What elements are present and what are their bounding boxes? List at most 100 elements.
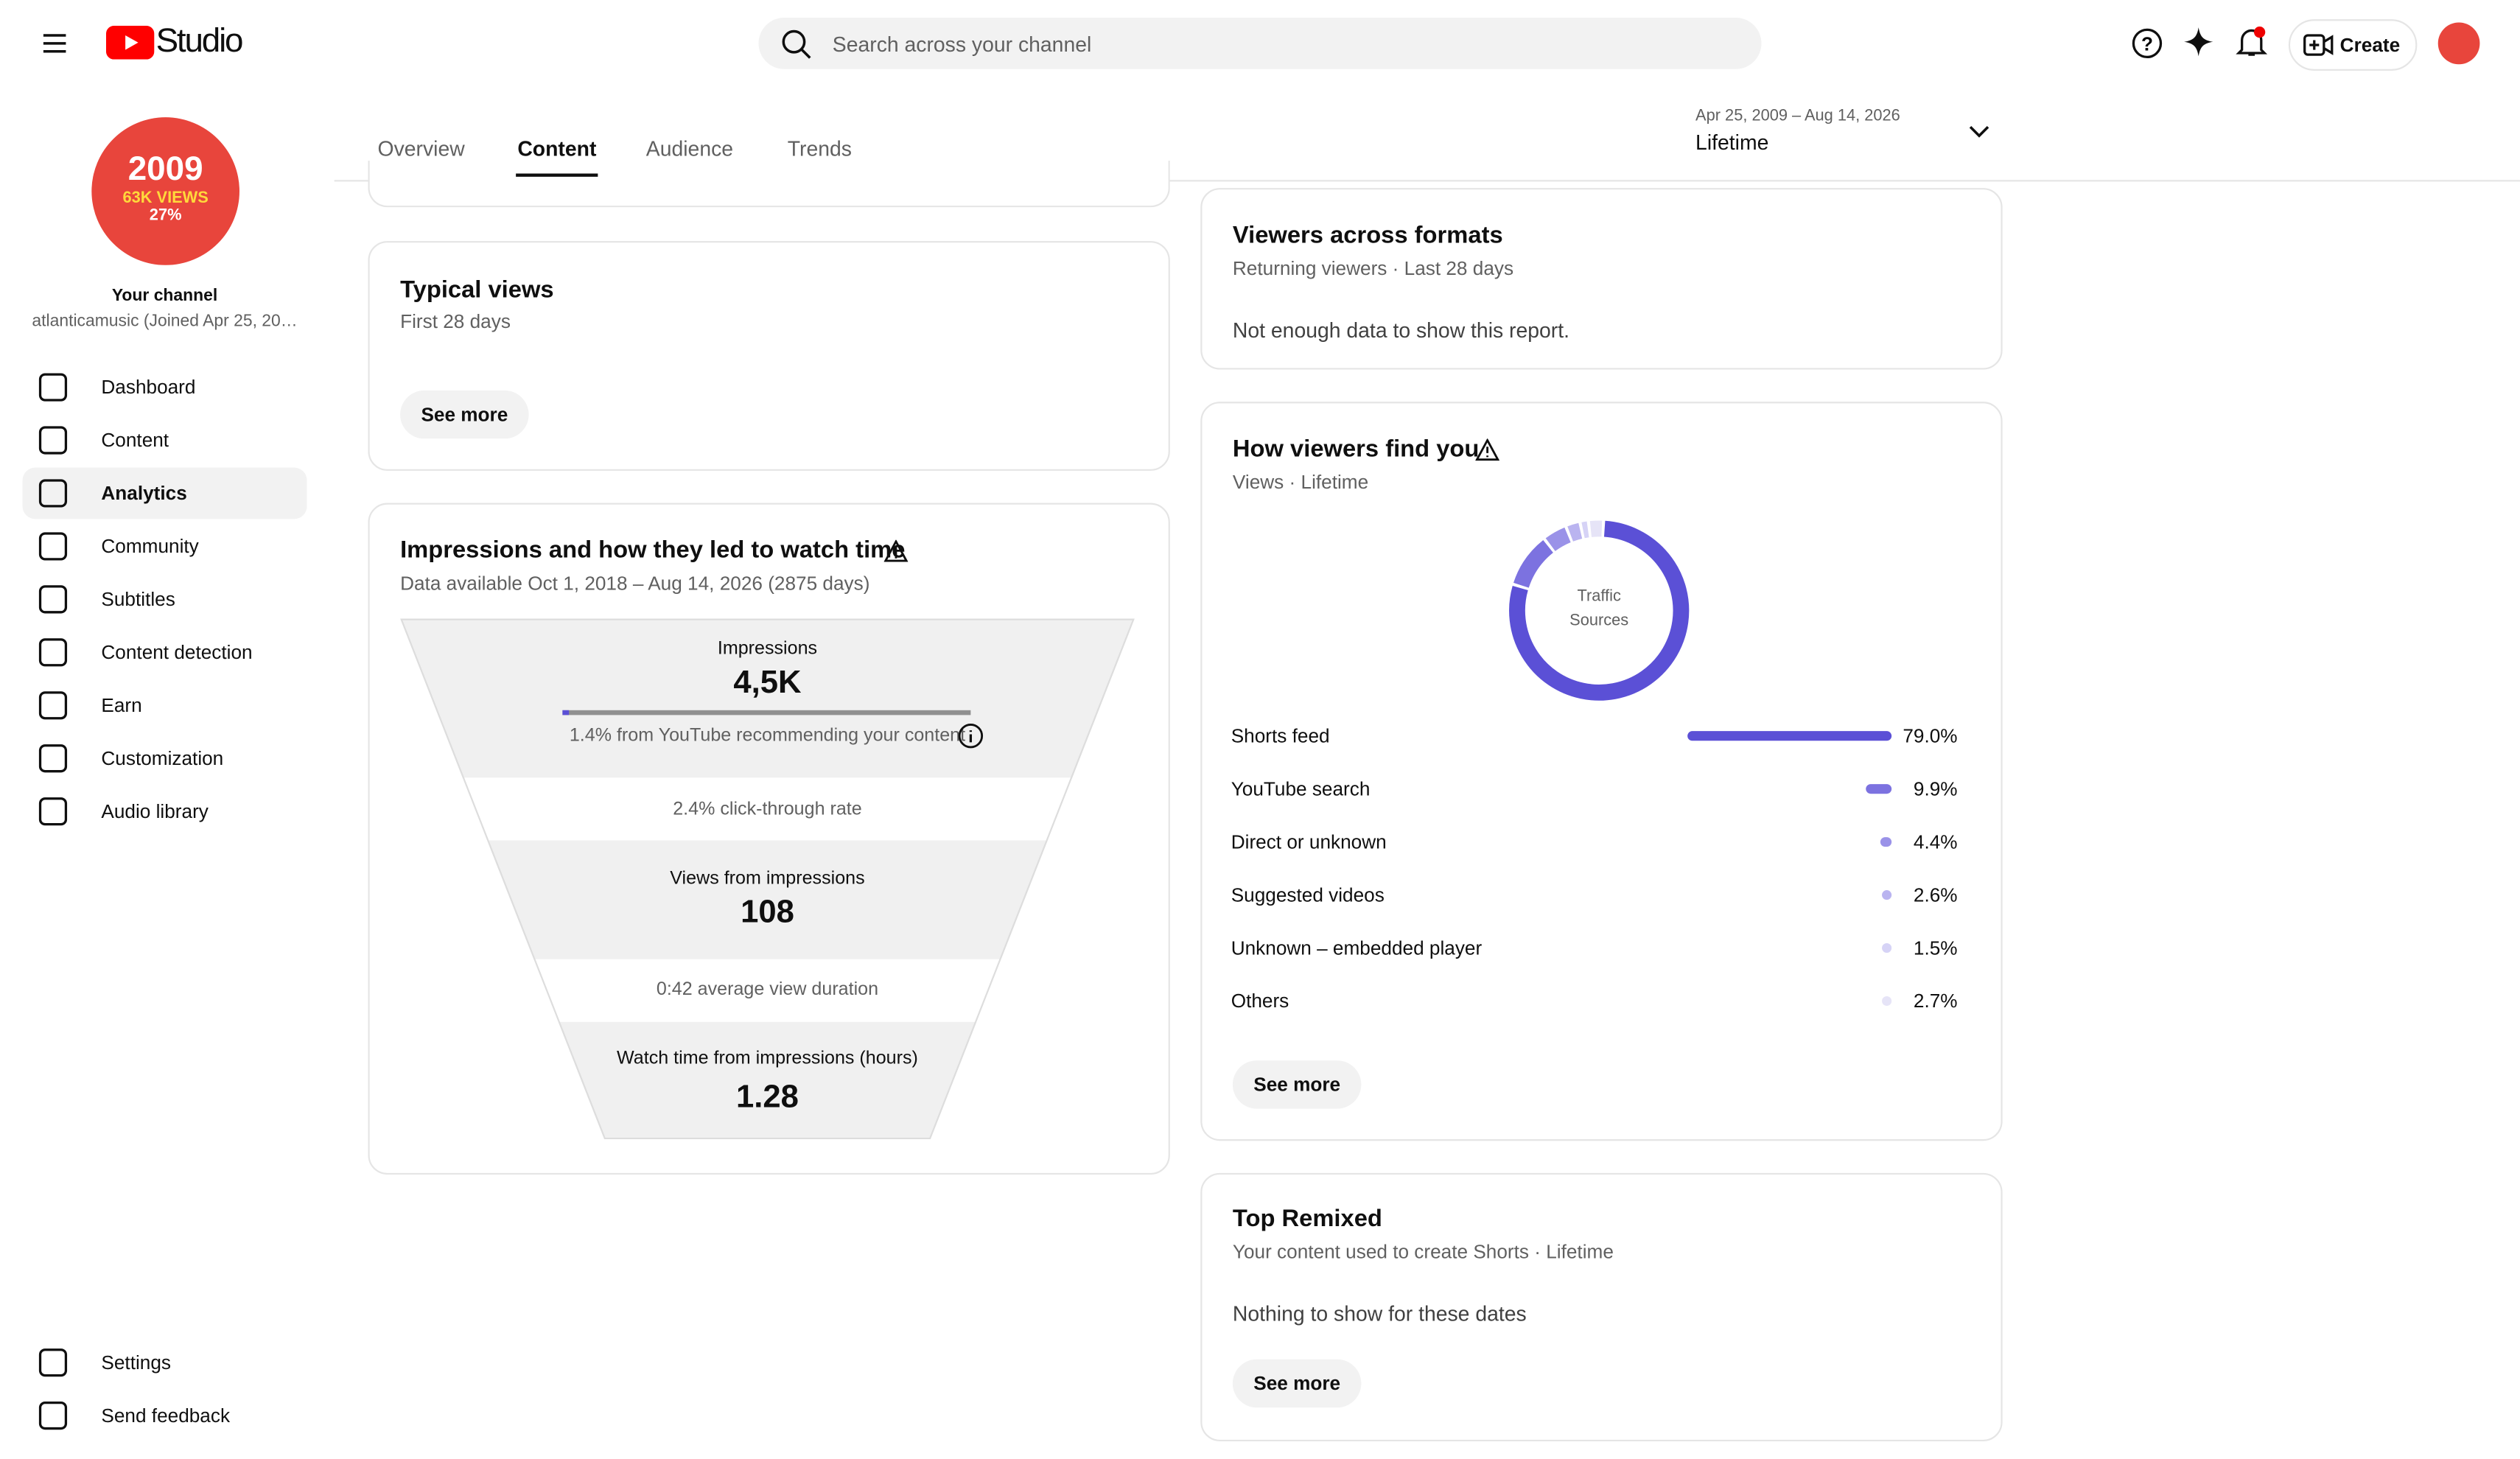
- nav-icon: [38, 1402, 68, 1430]
- nav-icon: [38, 638, 68, 667]
- see-more-button[interactable]: See more: [1232, 1359, 1362, 1408]
- nav-label: Audio library: [101, 800, 209, 823]
- source-name: Suggested videos: [1231, 884, 1385, 906]
- watch-label: Watch time from impressions (hours): [617, 1049, 918, 1069]
- tabs-divider: [334, 180, 2520, 182]
- source-bar: [1880, 837, 1892, 847]
- source-name: Unknown – embedded player: [1231, 937, 1483, 959]
- source-bar: [1687, 731, 1892, 741]
- recommend-note: 1.4% from YouTube recommending your cont…: [569, 726, 966, 746]
- see-more-button[interactable]: See more: [1232, 1060, 1362, 1109]
- icon-shape: [38, 479, 68, 508]
- icon-shape: [38, 744, 68, 773]
- info-icon[interactable]: [958, 723, 984, 749]
- warning-icon[interactable]: [1475, 438, 1499, 461]
- source-name: Shorts feed: [1231, 724, 1330, 747]
- views-label: Views from impressions: [670, 869, 865, 889]
- icon-shape: [38, 691, 68, 720]
- nav-item[interactable]: Audio library: [23, 786, 307, 837]
- nav-item[interactable]: Content: [23, 415, 307, 466]
- nav-item[interactable]: Community: [23, 521, 307, 573]
- nav-label: Settings: [101, 1351, 171, 1374]
- notifications-button[interactable]: [2236, 26, 2268, 58]
- source-value: 9.9%: [1913, 777, 1958, 800]
- source-bar: [1882, 890, 1892, 900]
- tab[interactable]: Overview: [377, 136, 465, 161]
- source-name: YouTube search: [1231, 777, 1371, 800]
- previous-card: [368, 161, 1170, 208]
- top-remixed-card: Top Remixed Your content used to create …: [1200, 1172, 2003, 1441]
- tab[interactable]: Content: [516, 136, 598, 177]
- source-value: 2.6%: [1913, 884, 1958, 906]
- nav-item[interactable]: Send feedback: [23, 1390, 307, 1441]
- icon-shape: [38, 1348, 68, 1377]
- menu-button[interactable]: [42, 30, 68, 56]
- source-row: Direct or unknown 4.4%: [1231, 830, 1958, 856]
- see-more-button[interactable]: See more: [400, 390, 529, 439]
- source-name: Direct or unknown: [1231, 830, 1387, 853]
- channel-label: Your channel: [111, 286, 218, 306]
- warning-icon[interactable]: [883, 539, 909, 563]
- icon-shape: [38, 373, 68, 402]
- donut-segment: [1589, 520, 1603, 537]
- create-label: Create: [2339, 33, 2401, 57]
- create-button[interactable]: Create: [2288, 19, 2418, 71]
- tab[interactable]: Audience: [645, 136, 734, 161]
- channel-avatar[interactable]: 2009 63K VIEWS 27%: [91, 117, 239, 265]
- source-bar: [1882, 943, 1892, 954]
- source-value: 1.5%: [1913, 937, 1958, 959]
- nav-icon: [38, 373, 68, 402]
- help-button[interactable]: ?: [2131, 27, 2163, 60]
- impressions-label: Impressions: [717, 639, 818, 659]
- donut-segment: [1513, 539, 1554, 588]
- nav-icon: [38, 1348, 68, 1377]
- card-title: Top Remixed: [1232, 1205, 1382, 1233]
- card-subtitle: Returning viewers · Last 28 days: [1232, 256, 1514, 280]
- funnel: [400, 618, 1135, 1140]
- source-value: 4.4%: [1913, 830, 1958, 853]
- nav-label: Earn: [101, 694, 142, 717]
- logo-text[interactable]: Studio: [155, 22, 244, 60]
- nav-item[interactable]: Earn: [23, 679, 307, 731]
- donut-segment: [1509, 520, 1690, 701]
- viewers-formats-card: Viewers across formats Returning viewers…: [1200, 188, 2003, 370]
- traffic-card: How viewers find you Views · Lifetime Se…: [1200, 402, 2003, 1141]
- nav-item[interactable]: Analytics: [22, 467, 307, 519]
- badge-year: 2009: [127, 150, 203, 189]
- nav-icon: [38, 532, 68, 561]
- icon-shape: [38, 585, 68, 614]
- date-dropdown[interactable]: [1969, 125, 1989, 140]
- nav-icon: [38, 585, 68, 614]
- source-row: Unknown – embedded player 1.5%: [1231, 937, 1958, 962]
- nav-item[interactable]: Settings: [23, 1337, 307, 1388]
- nav-icon: [38, 426, 68, 455]
- source-bar: [1866, 784, 1892, 794]
- date-range: Apr 25, 2009 – Aug 14, 2026: [1695, 108, 1900, 126]
- nav-item[interactable]: Customization: [23, 732, 307, 784]
- nav-label: Send feedback: [101, 1404, 231, 1427]
- channel-handle: atlanticamusic (Joined Apr 25, 20…: [32, 312, 298, 332]
- nav-label: Customization: [101, 746, 224, 770]
- views-value: 108: [741, 895, 794, 931]
- avd: 0:42 average view duration: [656, 980, 879, 1000]
- logo-icon[interactable]: [105, 25, 155, 60]
- ai-button[interactable]: [2184, 27, 2213, 57]
- card-subtitle: Data available Oct 1, 2018 – Aug 14, 202…: [400, 572, 870, 595]
- nav-item[interactable]: Content detection: [23, 626, 307, 678]
- nav-label: Dashboard: [101, 376, 196, 399]
- search-box[interactable]: Search across your channel: [758, 17, 1762, 69]
- nav-item[interactable]: Subtitles: [23, 573, 307, 625]
- tab[interactable]: Trends: [787, 136, 852, 161]
- tab-underline: [516, 173, 598, 177]
- date-label[interactable]: Lifetime: [1695, 130, 1769, 155]
- source-row: Others 2.7%: [1231, 990, 1958, 1015]
- nav-label: Content detection: [101, 641, 253, 664]
- account-avatar[interactable]: [2437, 22, 2480, 65]
- icon-shape: [38, 638, 68, 667]
- icon-shape: [38, 1402, 68, 1430]
- empty-message: Not enough data to show this report.: [1232, 318, 1570, 343]
- donut-segment: [1567, 522, 1583, 542]
- nav-item[interactable]: Dashboard: [23, 362, 307, 413]
- impressions-value: 4,5K: [733, 665, 802, 701]
